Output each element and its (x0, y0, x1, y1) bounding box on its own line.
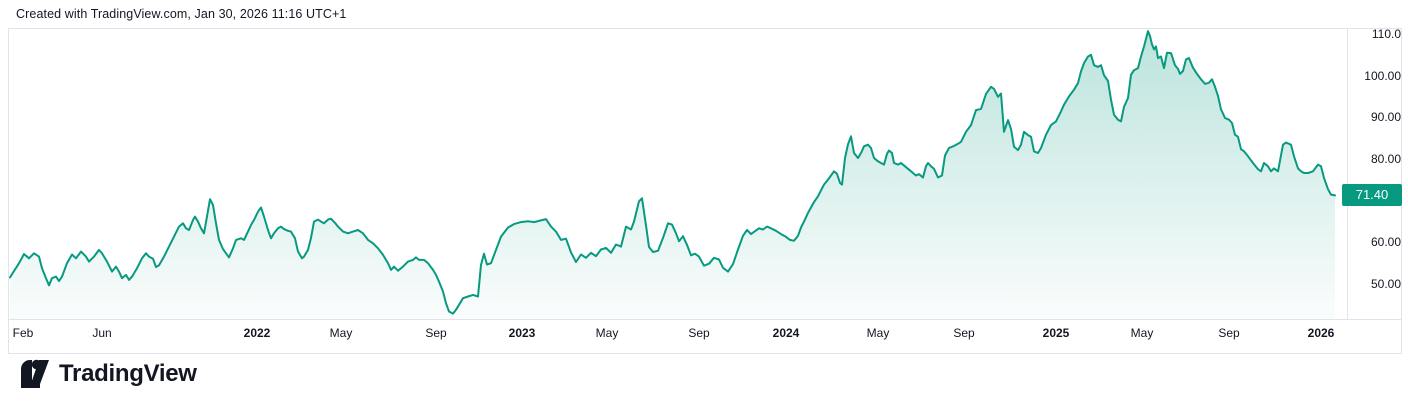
time-axis-label: Jun (92, 326, 112, 340)
price-axis-label: 50.00 (1370, 276, 1401, 291)
tradingview-logo-text: TradingView (59, 360, 197, 387)
price-axis-label: 110.0 (1371, 27, 1401, 41)
time-axis-label: 2025 (1042, 326, 1070, 340)
time-axis-label: Sep (688, 326, 710, 340)
time-axis-label: Sep (1218, 326, 1240, 340)
last-price-badge: 71.40 (1342, 183, 1402, 206)
time-axis-label: May (866, 326, 890, 340)
price-axis-label: 60.00 (1370, 235, 1401, 250)
time-axis-label: Sep (953, 326, 975, 340)
area-fill (10, 31, 1335, 319)
time-axis-label: May (595, 326, 619, 340)
time-axis-label: 2023 (508, 326, 536, 340)
area-chart-svg (9, 30, 1336, 319)
tradingview-logo: TradingView (20, 359, 197, 389)
price-axis-label: 90.00 (1370, 110, 1401, 125)
time-axis-label: Sep (425, 326, 447, 340)
time-axis-label: 2022 (243, 326, 271, 340)
credit-text: Created with TradingView.com, Jan 30, 20… (16, 7, 347, 21)
tradingview-logo-mark-icon (21, 359, 49, 388)
price-axis-separator (1347, 29, 1348, 319)
time-axis-label: Feb (12, 326, 34, 340)
time-axis-separator (9, 319, 1401, 320)
time-axis-label: 2026 (1307, 326, 1335, 340)
time-axis-label: May (1130, 326, 1154, 340)
time-axis-label: 2024 (772, 326, 800, 340)
price-axis-label: 80.00 (1370, 151, 1401, 166)
price-axis-label: 100.00 (1364, 68, 1401, 83)
time-axis-label: May (329, 326, 353, 340)
price-line (9, 30, 1336, 315)
